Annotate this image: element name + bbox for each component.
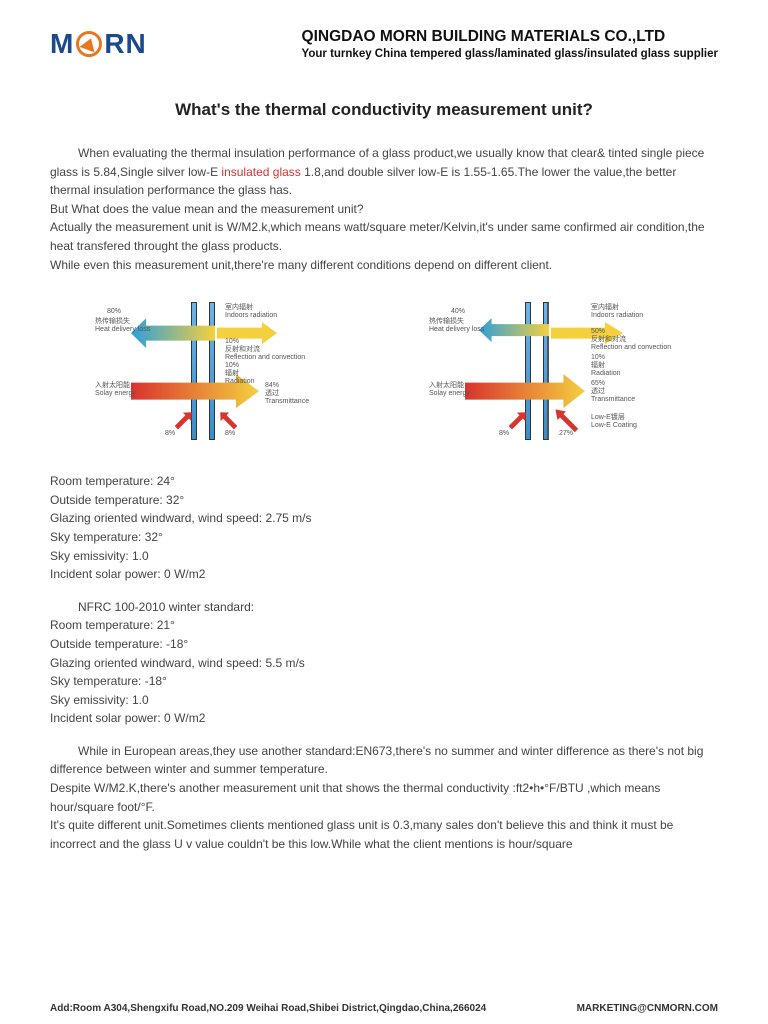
logo-icon [76,31,102,57]
label-refl-pct: 50% [591,328,605,336]
document-header: M RN QINGDAO MORN BUILDING MATERIALS CO.… [50,28,718,60]
label-heat: 热传输损失 Heat delivery loss [95,318,150,333]
paragraph-7: It's quite different unit.Sometimes clie… [50,816,718,853]
paragraph-1: When evaluating the thermal insulation p… [50,144,718,200]
label-br: 8% [225,430,235,438]
logo-text-post: RN [104,28,146,60]
label-trans-pct: 65% [591,380,605,388]
label-trans: 透过 Transmittance [591,388,635,403]
list-item: Room temperature: 21° [50,616,718,635]
label-lowe: Low-E镀层 Low-E Coating [591,414,637,429]
list-item: Sky emissivity: 1.0 [50,547,718,566]
reflect-arrow [216,408,240,432]
paragraph-6: Despite W/M2.K,there's another measureme… [50,779,718,816]
label-bl: 8% [165,430,175,438]
label-rad: 辐射 Radiation [591,362,621,377]
footer-address: Add:Room A304,Shengxifu Road,NO.209 Weih… [50,1003,486,1014]
page-title: What's the thermal conductivity measurem… [50,100,718,120]
document-footer: Add:Room A304,Shengxifu Road,NO.209 Weih… [50,1003,718,1014]
company-name: QINGDAO MORN BUILDING MATERIALS CO.,LTD [302,28,718,46]
logo: M RN [50,28,147,60]
block-title: NFRC 100-2010 winter standard: [50,598,718,617]
glass-pane-lowe [543,302,549,440]
label-solar: 入射太阳能 Solay energy [95,382,136,397]
label-trans: 透过 Transmittance [265,390,309,405]
list-item: Outside temperature: -18° [50,635,718,654]
label-refl-pct: 10% [225,338,239,346]
label-solar: 入射太阳能 Solay energy [429,382,470,397]
paragraph-3: Actually the measurement unit is W/M2.k,… [50,218,718,255]
label-br: 27% [559,430,573,438]
label-bl: 8% [499,430,509,438]
label-rad-pct: 10% [225,362,239,370]
diagram-single-glass: 80% 热传输损失 Heat delivery loss 室内辐射 Indoor… [87,296,347,446]
label-indoor: 室内辐射 Indoors radiation [591,304,643,319]
list-item: Room temperature: 24° [50,472,718,491]
footer-email: MARKETING@CNMORN.COM [577,1003,718,1014]
paragraph-2: But What does the value mean and the mea… [50,200,718,219]
paragraph-5: While in European areas,they use another… [50,742,718,779]
logo-text-pre: M [50,28,74,60]
list-item: Glazing oriented windward, wind speed: 5… [50,654,718,673]
company-block: QINGDAO MORN BUILDING MATERIALS CO.,LTD … [302,28,718,60]
list-item: Outside temperature: 32° [50,491,718,510]
list-item: Incident solar power: 0 W/m2 [50,565,718,584]
diagrams-row: 80% 热传输损失 Heat delivery loss 室内辐射 Indoor… [50,296,718,446]
footer-address-text: Add:Room A304,Shengxifu Road,NO.209 Weih… [50,1003,486,1014]
list-item: Incident solar power: 0 W/m2 [50,709,718,728]
glass-pane [209,302,215,440]
conditions-block-1: Room temperature: 24° Outside temperatur… [50,472,718,584]
label-rad: 辐射 Radiation [225,370,255,385]
conditions-block-2: NFRC 100-2010 winter standard: Room temp… [50,598,718,728]
list-item: Sky emissivity: 1.0 [50,691,718,710]
label-indoor: 室内辐射 Indoors radiation [225,304,277,319]
list-item: Sky temperature: 32° [50,528,718,547]
glass-pane [191,302,197,440]
label-heat-pct: 80% [107,308,121,316]
diagram-lowe-glass: 40% 热传输损失 Heat delivery loss 室内辐射 Indoor… [421,296,681,446]
paragraph-4: While even this measurement unit,there'r… [50,256,718,275]
glass-pane [525,302,531,440]
label-rad-pct: 10% [591,354,605,362]
label-refl: 反射和对流 Reflection and convection [225,346,305,361]
label-heat: 热传输损失 Heat delivery loss [429,318,484,333]
insulated-glass-link[interactable]: insulated glass [221,165,300,179]
list-item: Glazing oriented windward, wind speed: 2… [50,509,718,528]
label-trans-pct: 84% [265,382,279,390]
heat-loss-arrow [479,318,549,342]
company-tagline: Your turnkey China tempered glass/lamina… [302,48,718,60]
label-heat-pct: 40% [451,308,465,316]
label-refl: 反射和对流 Reflection and convection [591,336,671,351]
list-item: Sky temperature: -18° [50,672,718,691]
